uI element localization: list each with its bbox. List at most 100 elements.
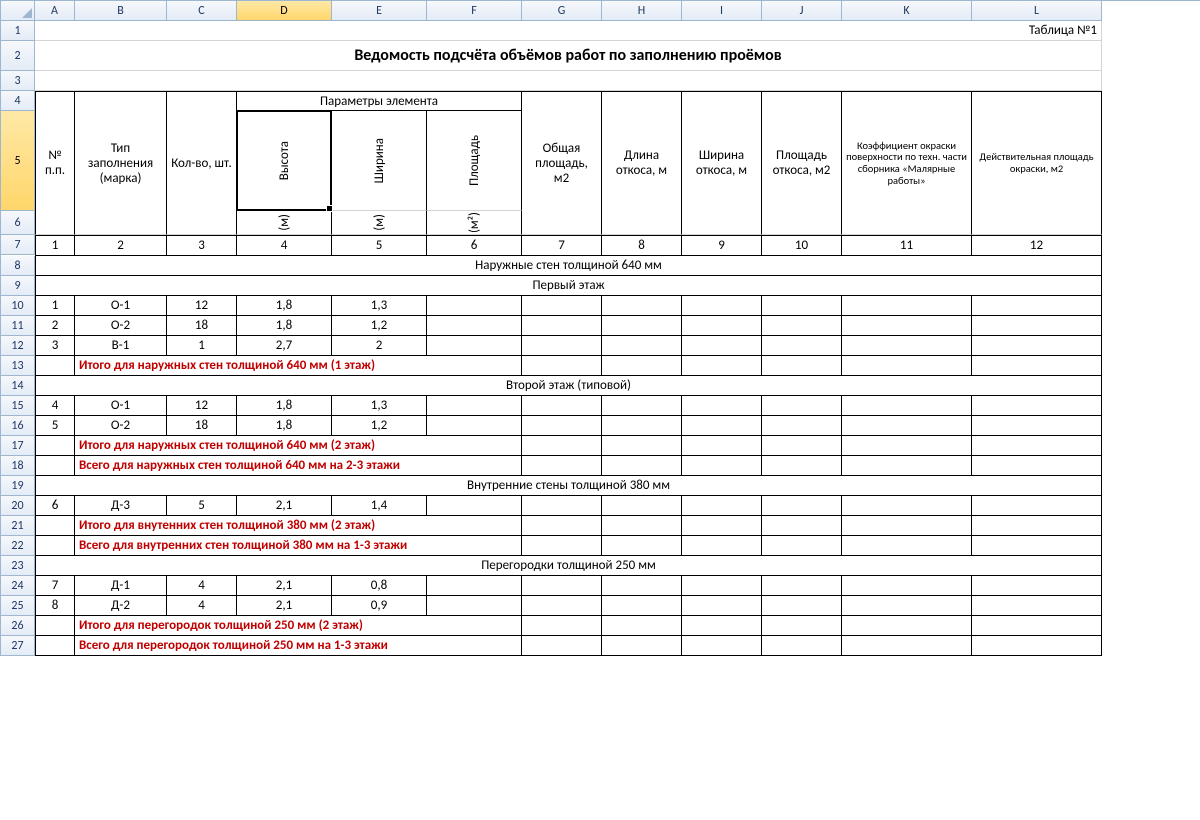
r22-c9[interactable]: [682, 536, 762, 556]
r16-type[interactable]: О-2: [75, 416, 167, 436]
hdr-type[interactable]: Тип заполнения (марка): [75, 91, 167, 235]
r22-c8[interactable]: [602, 536, 682, 556]
r24-c12[interactable]: [972, 576, 1102, 596]
r27-c9[interactable]: [682, 636, 762, 656]
r16-h[interactable]: 1,8: [237, 416, 332, 436]
r20-c10[interactable]: [762, 496, 842, 516]
r10-qty[interactable]: 12: [167, 296, 237, 316]
row-header-24[interactable]: 24: [1, 576, 35, 596]
row-header-15[interactable]: 15: [1, 396, 35, 416]
row-header-27[interactable]: 27: [1, 636, 35, 656]
colnum-5[interactable]: 5: [332, 235, 427, 256]
r24-c8[interactable]: [602, 576, 682, 596]
r24-c6[interactable]: [427, 576, 522, 596]
r26-c12[interactable]: [972, 616, 1102, 636]
r27-c10[interactable]: [762, 636, 842, 656]
r18-c12[interactable]: [972, 456, 1102, 476]
r26-c10[interactable]: [762, 616, 842, 636]
r17-c9[interactable]: [682, 436, 762, 456]
r24-h[interactable]: 2,1: [237, 576, 332, 596]
r13-c11[interactable]: [842, 356, 972, 376]
r24-qty[interactable]: 4: [167, 576, 237, 596]
document-title[interactable]: Ведомость подсчёта объёмов работ по запо…: [35, 41, 1102, 71]
r11-type[interactable]: О-2: [75, 316, 167, 336]
r20-type[interactable]: Д-3: [75, 496, 167, 516]
hdr-coeff[interactable]: Коэффициент окраски поверхности по техн.…: [842, 91, 972, 235]
r24-c9[interactable]: [682, 576, 762, 596]
row-header-13[interactable]: 13: [1, 356, 35, 376]
section-row-8[interactable]: Наружные стен толщиной 640 мм: [35, 256, 1102, 276]
hdr-total-area[interactable]: Общая площадь, м2: [522, 91, 602, 235]
r13-a[interactable]: [35, 356, 75, 376]
colnum-7[interactable]: 7: [522, 235, 602, 256]
r16-c6[interactable]: [427, 416, 522, 436]
colnum-9[interactable]: 9: [682, 235, 762, 256]
r10-c10[interactable]: [762, 296, 842, 316]
col-header-G[interactable]: G: [522, 1, 602, 21]
r11-c6[interactable]: [427, 316, 522, 336]
r11-c12[interactable]: [972, 316, 1102, 336]
hdr-slope-area[interactable]: Площадь откоса, м2: [762, 91, 842, 235]
r18-c9[interactable]: [682, 456, 762, 476]
hdr-height-cell[interactable]: Высота: [237, 111, 332, 211]
r11-c8[interactable]: [602, 316, 682, 336]
r11-w[interactable]: 1,2: [332, 316, 427, 336]
r25-c6[interactable]: [427, 596, 522, 616]
r25-c7[interactable]: [522, 596, 602, 616]
r21-c10[interactable]: [762, 516, 842, 536]
r25-type[interactable]: Д-2: [75, 596, 167, 616]
r10-c11[interactable]: [842, 296, 972, 316]
r20-c9[interactable]: [682, 496, 762, 516]
r21-c12[interactable]: [972, 516, 1102, 536]
hdr-qty[interactable]: Кол-во, шт.: [167, 91, 237, 235]
r12-qty[interactable]: 1: [167, 336, 237, 356]
r21-a[interactable]: [35, 516, 75, 536]
cell-empty-r3[interactable]: [35, 71, 1102, 91]
row-header-14[interactable]: 14: [1, 376, 35, 396]
r10-c8[interactable]: [602, 296, 682, 316]
r10-h[interactable]: 1,8: [237, 296, 332, 316]
col-header-K[interactable]: K: [842, 1, 972, 21]
hdr-height-unit[interactable]: (м): [237, 211, 332, 235]
r13-c8[interactable]: [602, 356, 682, 376]
table-number-label[interactable]: Таблица №1: [35, 21, 1102, 41]
section-row-23[interactable]: Перегородки толщиной 250 мм: [35, 556, 1102, 576]
r12-c10[interactable]: [762, 336, 842, 356]
colnum-1[interactable]: 1: [35, 235, 75, 256]
total-r21[interactable]: Итого для внутенних стен толщиной 380 мм…: [75, 516, 522, 536]
r22-c11[interactable]: [842, 536, 972, 556]
col-header-F[interactable]: F: [427, 1, 522, 21]
r21-c8[interactable]: [602, 516, 682, 536]
r20-c8[interactable]: [602, 496, 682, 516]
row-header-6[interactable]: 6: [1, 211, 35, 235]
row-header-11[interactable]: 11: [1, 316, 35, 336]
total-r18[interactable]: Всего для наружных стен толщиной 640 мм …: [75, 456, 522, 476]
col-header-A[interactable]: A: [35, 1, 75, 21]
r20-w[interactable]: 1,4: [332, 496, 427, 516]
r15-c11[interactable]: [842, 396, 972, 416]
r24-c7[interactable]: [522, 576, 602, 596]
r13-c9[interactable]: [682, 356, 762, 376]
r16-c7[interactable]: [522, 416, 602, 436]
r27-c7[interactable]: [522, 636, 602, 656]
r18-c11[interactable]: [842, 456, 972, 476]
col-header-D[interactable]: D: [237, 1, 332, 21]
row-header-10[interactable]: 10: [1, 296, 35, 316]
r15-n[interactable]: 4: [35, 396, 75, 416]
col-header-I[interactable]: I: [682, 1, 762, 21]
r27-c8[interactable]: [602, 636, 682, 656]
section-row-14[interactable]: Второй этаж (типовой): [35, 376, 1102, 396]
hdr-slope-width[interactable]: Ширина откоса, м: [682, 91, 762, 235]
row-header-20[interactable]: 20: [1, 496, 35, 516]
row-header-25[interactable]: 25: [1, 596, 35, 616]
r10-c12[interactable]: [972, 296, 1102, 316]
r17-c7[interactable]: [522, 436, 602, 456]
r15-c12[interactable]: [972, 396, 1102, 416]
row-header-8[interactable]: 8: [1, 256, 35, 276]
col-header-J[interactable]: J: [762, 1, 842, 21]
r20-c12[interactable]: [972, 496, 1102, 516]
r15-c6[interactable]: [427, 396, 522, 416]
r12-c7[interactable]: [522, 336, 602, 356]
r25-w[interactable]: 0,9: [332, 596, 427, 616]
hdr-slope-len[interactable]: Длина откоса, м: [602, 91, 682, 235]
